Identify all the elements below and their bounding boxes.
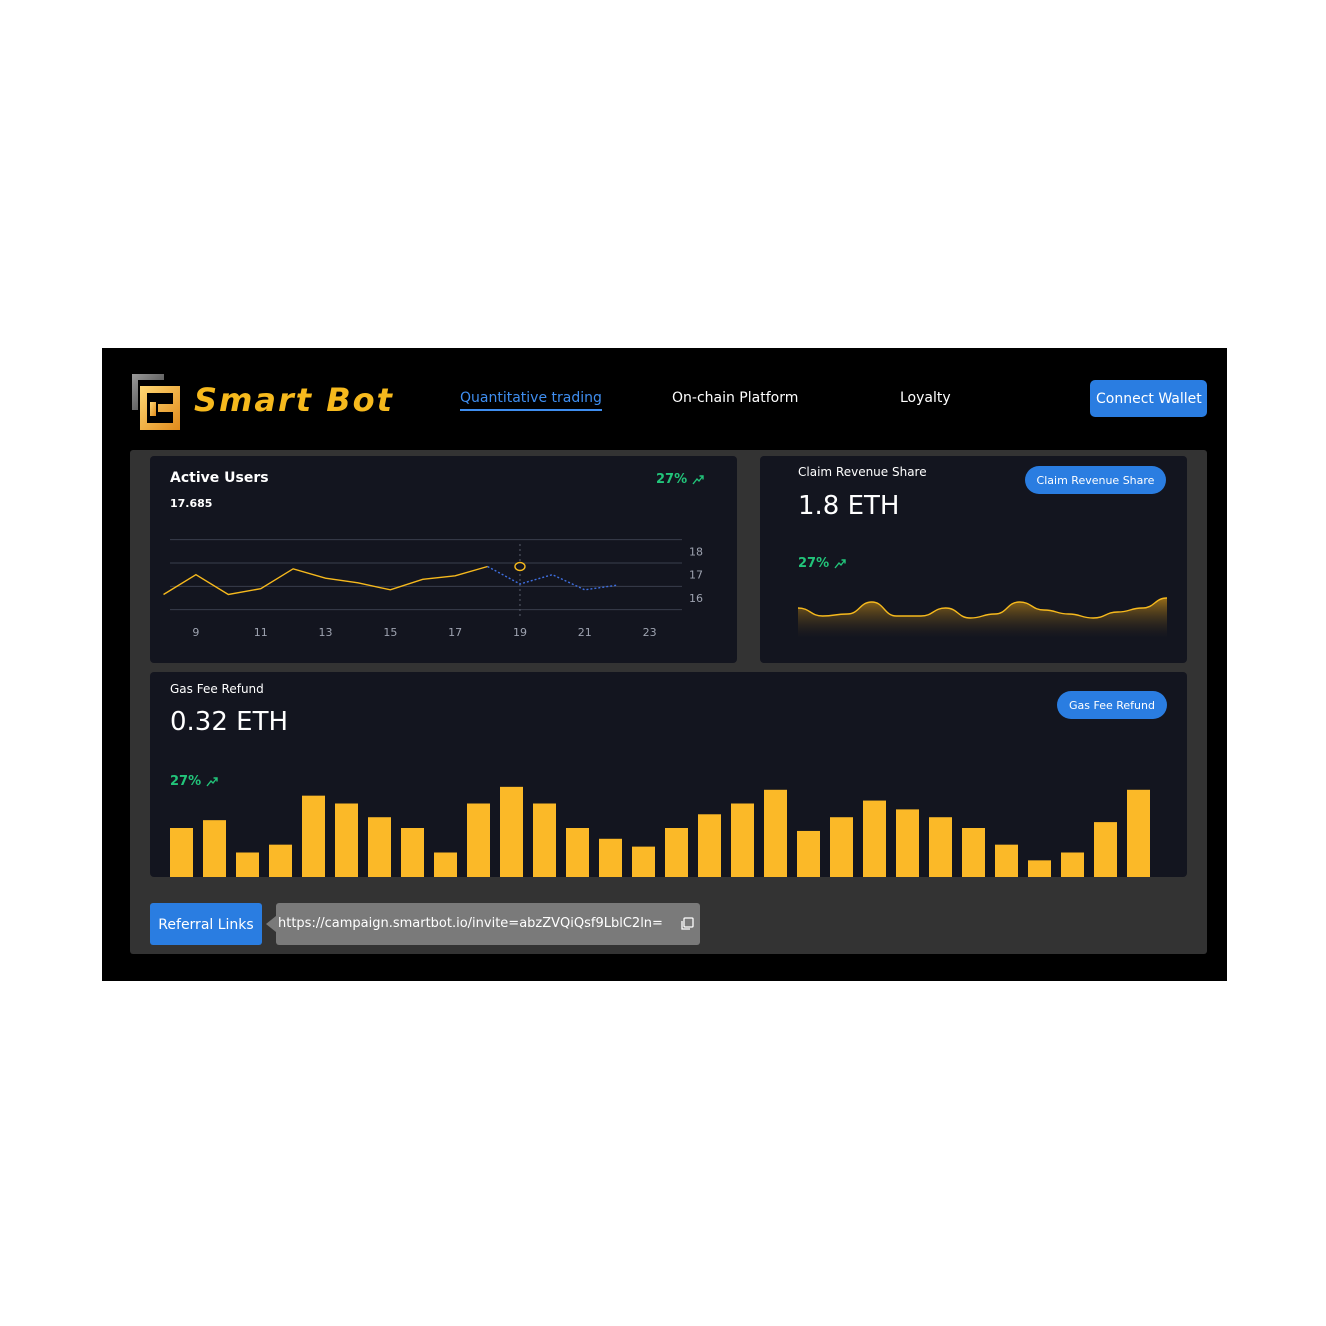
- gas-bar: [995, 844, 1018, 877]
- trend-up-icon: [834, 559, 846, 569]
- y-tick-label: 16: [689, 592, 703, 605]
- gas-bar: [1028, 860, 1051, 877]
- gas-bar: [1127, 789, 1150, 877]
- gas-bar: [797, 830, 820, 877]
- claim-revenue-card: Claim Revenue Share 1.8 ETH 27% Claim Re…: [760, 456, 1187, 663]
- y-tick-label: 18: [689, 545, 703, 558]
- gas-bar: [731, 803, 754, 877]
- gas-bar: [1061, 852, 1084, 877]
- claim-revenue-chart: [797, 597, 1168, 638]
- trend-up-icon: [692, 475, 704, 485]
- active-users-value: 17.685: [170, 497, 213, 510]
- x-tick-label: 15: [383, 626, 397, 639]
- gas-bar: [764, 789, 787, 877]
- gas-bar: [962, 828, 985, 877]
- x-tick-label: 19: [513, 626, 527, 639]
- connect-wallet-button[interactable]: Connect Wallet: [1090, 380, 1207, 417]
- referral-link-box[interactable]: https://campaign.smartbot.io/invite=abzZ…: [276, 903, 700, 945]
- gas-fee-value: 0.32 ETH: [170, 707, 289, 737]
- gas-bar: [599, 838, 622, 877]
- gas-bar: [698, 814, 721, 877]
- highlight-point: [514, 561, 526, 572]
- active-users-title: Active Users: [170, 470, 269, 486]
- gas-bar: [368, 817, 391, 877]
- dashboard-panel: Active Users 17.685 27% 16 17 18 9 11 13 15 17 1…: [130, 450, 1207, 954]
- gas-bar: [335, 803, 358, 877]
- y-tick-label: 17: [689, 569, 703, 582]
- trend-up-icon: [206, 777, 218, 787]
- gas-bar: [467, 803, 490, 877]
- referral-links-button[interactable]: Referral Links: [150, 903, 262, 945]
- gas-fee-card: Gas Fee Refund 0.32 ETH 27% Gas Fee Refu…: [150, 672, 1187, 877]
- gas-bar: [896, 809, 919, 877]
- x-tick-label: 17: [448, 626, 462, 639]
- active-users-card: Active Users 17.685 27% 16 17 18 9 11 13 15 17 1…: [150, 456, 737, 663]
- revenue-line: [797, 597, 1168, 619]
- gas-bar: [566, 828, 589, 877]
- x-tick-label: 23: [643, 626, 657, 639]
- gas-bar: [1094, 822, 1117, 877]
- x-tick-label: 13: [319, 626, 333, 639]
- x-tick-label: 9: [192, 626, 199, 639]
- forecast-line: [487, 565, 618, 591]
- gas-bar: [236, 852, 259, 877]
- gas-bar: [665, 828, 688, 877]
- gas-bar: [863, 800, 886, 877]
- referral-link-pointer: [266, 916, 276, 932]
- claim-revenue-button[interactable]: Claim Revenue Share: [1025, 466, 1166, 494]
- gas-bar: [500, 786, 523, 877]
- brand-name: Smart Bot: [194, 381, 394, 419]
- active-users-chart: 16 17 18 9 11 13 15 17 19 21 23: [163, 539, 703, 639]
- claim-revenue-change: 27%: [798, 556, 830, 571]
- x-tick-label: 11: [254, 626, 268, 639]
- gas-bar: [533, 803, 556, 877]
- gas-fee-button[interactable]: Gas Fee Refund: [1057, 691, 1167, 719]
- copy-icon[interactable]: [680, 917, 694, 931]
- claim-revenue-value: 1.8 ETH: [798, 491, 900, 521]
- gas-bar: [203, 820, 226, 877]
- nav-loyalty[interactable]: Loyalty: [900, 390, 951, 406]
- app-window: Smart Bot Quantitative trading On-chain …: [102, 348, 1227, 981]
- referral-link-text: https://campaign.smartbot.io/invite=abzZ…: [278, 916, 663, 931]
- nav-quantitative-trading[interactable]: Quantitative trading: [460, 388, 602, 411]
- gas-bar: [830, 817, 853, 877]
- active-users-change: 27%: [656, 472, 688, 487]
- gas-fee-title: Gas Fee Refund: [170, 682, 264, 696]
- gas-bar: [269, 844, 292, 877]
- revenue-area: [798, 598, 1167, 638]
- gas-bar: [632, 846, 655, 877]
- gas-bar: [401, 828, 424, 877]
- logo-icon: [132, 374, 180, 430]
- gas-bar: [434, 852, 457, 877]
- claim-revenue-title: Claim Revenue Share: [798, 465, 927, 479]
- nav-on-chain-platform[interactable]: On-chain Platform: [672, 390, 799, 406]
- gas-bar: [302, 795, 325, 877]
- users-line: [163, 565, 488, 596]
- x-tick-label: 21: [578, 626, 592, 639]
- gas-fee-chart: [170, 786, 1150, 877]
- gas-bar: [170, 828, 193, 877]
- gas-fee-change: 27%: [170, 774, 202, 789]
- gas-bar: [929, 817, 952, 877]
